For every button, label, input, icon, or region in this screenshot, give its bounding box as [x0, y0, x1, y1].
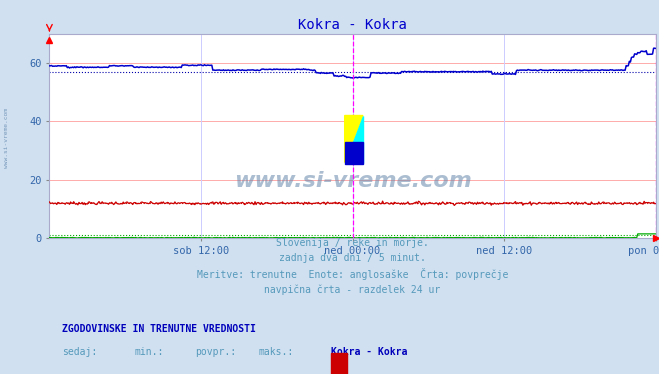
- Text: www.si-vreme.com: www.si-vreme.com: [234, 171, 471, 191]
- Text: povpr.:: povpr.:: [195, 346, 236, 356]
- Text: maks.:: maks.:: [258, 346, 294, 356]
- Text: www.si-vreme.com: www.si-vreme.com: [4, 108, 9, 168]
- Text: min.:: min.:: [134, 346, 163, 356]
- Text: Kokra - Kokra: Kokra - Kokra: [331, 346, 408, 356]
- Polygon shape: [345, 116, 363, 163]
- Polygon shape: [345, 116, 363, 163]
- Bar: [345, 142, 363, 163]
- Text: sedaj:: sedaj:: [61, 346, 97, 356]
- Title: Kokra - Kokra: Kokra - Kokra: [298, 18, 407, 33]
- Text: Slovenija / reke in morje.
zadnja dva dni / 5 minut.
Meritve: trenutne  Enote: a: Slovenija / reke in morje. zadnja dva dn…: [197, 238, 508, 295]
- Bar: [331, 353, 347, 374]
- Text: ZGODOVINSKE IN TRENUTNE VREDNOSTI: ZGODOVINSKE IN TRENUTNE VREDNOSTI: [61, 324, 256, 334]
